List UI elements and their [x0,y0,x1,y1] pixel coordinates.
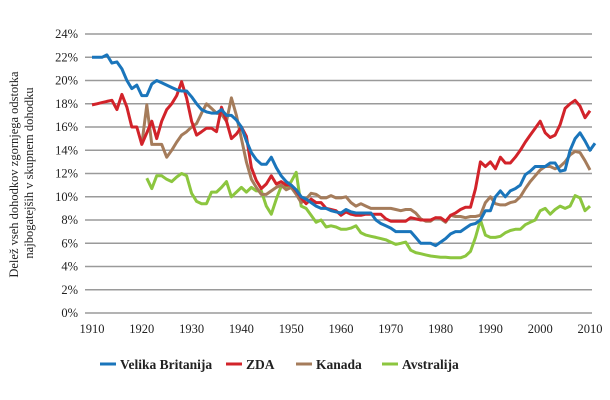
legend-item: Velika Britanija [100,357,212,372]
x-tick-label: 2010 [578,322,603,336]
series-line-velika-britanija [92,53,597,248]
x-tick-label: 1920 [129,322,154,336]
x-tick-label: 2000 [528,322,553,336]
legend-label: ZDA [246,357,275,372]
y-axis-title-line-1: Delež vseh dohodkov zgornjega odstotka [7,71,21,278]
x-tick-label: 1980 [428,322,453,336]
legend-label: Kanada [316,357,362,372]
y-axis-title: Delež vseh dohodkov zgornjega odstotka n… [7,68,36,277]
y-tick-label: 24% [55,27,78,41]
legend-label: Velika Britanija [120,357,212,372]
series-line-zda [91,80,592,223]
y-tick-label: 20% [55,74,78,88]
x-tick-label: 1970 [378,322,403,336]
x-tick-label: 1990 [478,322,503,336]
y-axis-title-line-2: najbogatejših v skupnem dohodku [22,87,36,259]
legend-label: Avstralija [402,357,459,372]
legend-item: Avstralija [382,357,459,372]
x-tick-label: 1960 [329,322,354,336]
y-tick-label: 2% [61,283,78,297]
y-tick-label: 0% [61,306,78,320]
y-tick-label: 16% [55,120,78,134]
y-tick-label: 6% [61,236,78,250]
x-axis-ticks: 1910 1920 1930 1940 1950 1960 1970 1980 1990 2000… [80,322,603,336]
x-tick-label: 1930 [179,322,204,336]
series-lines [91,53,597,260]
y-tick-label: 14% [55,143,78,157]
series-line-avstralija [145,170,592,260]
legend-item: ZDA [226,357,275,372]
y-tick-label: 10% [55,190,78,204]
x-tick-label: 1950 [279,322,304,336]
y-tick-label: 4% [61,260,78,274]
legend-item: Kanada [296,357,362,372]
y-tick-label: 18% [55,97,78,111]
y-axis-ticks: 0% 2% 4% 6% 8% 10% 12% 14% 16% 18% 20% 22% 24% [55,27,78,320]
legend: Velika Britanija ZDA Kanada Avstralija [100,357,459,372]
x-tick-label: 1940 [229,322,254,336]
x-tick-label: 1910 [80,322,105,336]
y-tick-label: 12% [55,167,78,181]
y-tick-label: 22% [55,50,78,64]
series-line-kanada [140,96,592,224]
gridlines [85,33,592,314]
y-tick-label: 8% [61,213,78,227]
